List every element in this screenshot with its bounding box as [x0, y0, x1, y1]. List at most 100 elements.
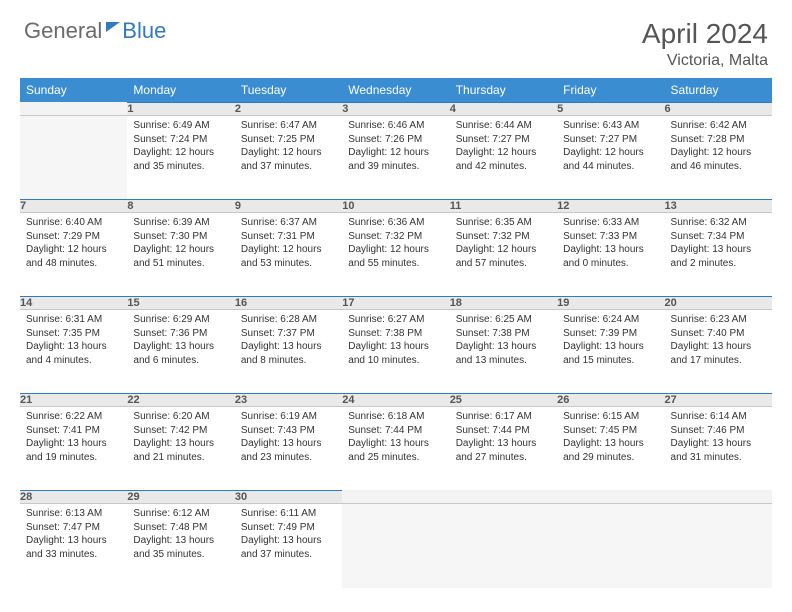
day-number: 20 [665, 297, 772, 310]
day-number: 11 [450, 200, 557, 213]
weekday-header: Thursday [450, 78, 557, 103]
day-number: 16 [235, 297, 342, 310]
day-number: 6 [665, 103, 772, 116]
logo-text-blue: Blue [122, 18, 166, 44]
day-cell: Sunrise: 6:46 AMSunset: 7:26 PMDaylight:… [342, 116, 449, 200]
day-details: Sunrise: 6:47 AMSunset: 7:25 PMDaylight:… [235, 116, 342, 179]
day-cell: Sunrise: 6:22 AMSunset: 7:41 PMDaylight:… [20, 407, 127, 491]
empty-daynum [557, 491, 664, 504]
day-details: Sunrise: 6:19 AMSunset: 7:43 PMDaylight:… [235, 407, 342, 470]
day-details: Sunrise: 6:11 AMSunset: 7:49 PMDaylight:… [235, 504, 342, 567]
day-number: 29 [127, 491, 234, 504]
day-cell: Sunrise: 6:39 AMSunset: 7:30 PMDaylight:… [127, 213, 234, 297]
day-cell: Sunrise: 6:11 AMSunset: 7:49 PMDaylight:… [235, 504, 342, 588]
day-number: 9 [235, 200, 342, 213]
daybody-row: Sunrise: 6:31 AMSunset: 7:35 PMDaylight:… [20, 310, 772, 394]
day-details: Sunrise: 6:31 AMSunset: 7:35 PMDaylight:… [20, 310, 127, 373]
day-number: 24 [342, 394, 449, 407]
day-details: Sunrise: 6:23 AMSunset: 7:40 PMDaylight:… [665, 310, 772, 373]
weekday-header: Saturday [665, 78, 772, 103]
page-title: April 2024 [642, 18, 768, 50]
daybody-row: Sunrise: 6:49 AMSunset: 7:24 PMDaylight:… [20, 116, 772, 200]
day-number: 19 [557, 297, 664, 310]
empty-cell [20, 116, 127, 200]
header: General Blue April 2024 Victoria, Malta [0, 0, 792, 78]
day-number: 21 [20, 394, 127, 407]
day-cell: Sunrise: 6:40 AMSunset: 7:29 PMDaylight:… [20, 213, 127, 297]
location-label: Victoria, Malta [642, 52, 768, 70]
day-cell: Sunrise: 6:44 AMSunset: 7:27 PMDaylight:… [450, 116, 557, 200]
day-cell: Sunrise: 6:42 AMSunset: 7:28 PMDaylight:… [665, 116, 772, 200]
day-cell: Sunrise: 6:14 AMSunset: 7:46 PMDaylight:… [665, 407, 772, 491]
day-number: 8 [127, 200, 234, 213]
day-details: Sunrise: 6:33 AMSunset: 7:33 PMDaylight:… [557, 213, 664, 276]
empty-cell [557, 504, 664, 588]
empty-daynum [342, 491, 449, 504]
day-number: 5 [557, 103, 664, 116]
day-details: Sunrise: 6:43 AMSunset: 7:27 PMDaylight:… [557, 116, 664, 179]
day-number: 3 [342, 103, 449, 116]
day-number: 1 [127, 103, 234, 116]
daybody-row: Sunrise: 6:13 AMSunset: 7:47 PMDaylight:… [20, 504, 772, 588]
logo-text-general: General [24, 18, 102, 44]
day-details: Sunrise: 6:18 AMSunset: 7:44 PMDaylight:… [342, 407, 449, 470]
day-details: Sunrise: 6:37 AMSunset: 7:31 PMDaylight:… [235, 213, 342, 276]
day-details: Sunrise: 6:27 AMSunset: 7:38 PMDaylight:… [342, 310, 449, 373]
day-cell: Sunrise: 6:28 AMSunset: 7:37 PMDaylight:… [235, 310, 342, 394]
day-details: Sunrise: 6:29 AMSunset: 7:36 PMDaylight:… [127, 310, 234, 373]
empty-cell [342, 504, 449, 588]
day-cell: Sunrise: 6:49 AMSunset: 7:24 PMDaylight:… [127, 116, 234, 200]
day-number: 15 [127, 297, 234, 310]
weekday-header: Tuesday [235, 78, 342, 103]
day-details: Sunrise: 6:46 AMSunset: 7:26 PMDaylight:… [342, 116, 449, 179]
day-number: 2 [235, 103, 342, 116]
day-number: 26 [557, 394, 664, 407]
daybody-row: Sunrise: 6:22 AMSunset: 7:41 PMDaylight:… [20, 407, 772, 491]
weekday-header: Wednesday [342, 78, 449, 103]
day-number: 22 [127, 394, 234, 407]
day-details: Sunrise: 6:35 AMSunset: 7:32 PMDaylight:… [450, 213, 557, 276]
day-number: 28 [20, 491, 127, 504]
empty-daynum [20, 103, 127, 116]
day-cell: Sunrise: 6:35 AMSunset: 7:32 PMDaylight:… [450, 213, 557, 297]
day-details: Sunrise: 6:39 AMSunset: 7:30 PMDaylight:… [127, 213, 234, 276]
day-cell: Sunrise: 6:37 AMSunset: 7:31 PMDaylight:… [235, 213, 342, 297]
day-cell: Sunrise: 6:20 AMSunset: 7:42 PMDaylight:… [127, 407, 234, 491]
day-cell: Sunrise: 6:29 AMSunset: 7:36 PMDaylight:… [127, 310, 234, 394]
day-cell: Sunrise: 6:24 AMSunset: 7:39 PMDaylight:… [557, 310, 664, 394]
day-cell: Sunrise: 6:23 AMSunset: 7:40 PMDaylight:… [665, 310, 772, 394]
day-cell: Sunrise: 6:27 AMSunset: 7:38 PMDaylight:… [342, 310, 449, 394]
day-number: 17 [342, 297, 449, 310]
logo-triangle-icon [106, 22, 120, 32]
day-details: Sunrise: 6:40 AMSunset: 7:29 PMDaylight:… [20, 213, 127, 276]
daynum-row: 282930 [20, 491, 772, 504]
day-number: 25 [450, 394, 557, 407]
day-number: 7 [20, 200, 127, 213]
day-details: Sunrise: 6:42 AMSunset: 7:28 PMDaylight:… [665, 116, 772, 179]
day-cell: Sunrise: 6:32 AMSunset: 7:34 PMDaylight:… [665, 213, 772, 297]
day-cell: Sunrise: 6:31 AMSunset: 7:35 PMDaylight:… [20, 310, 127, 394]
day-number: 23 [235, 394, 342, 407]
day-cell: Sunrise: 6:12 AMSunset: 7:48 PMDaylight:… [127, 504, 234, 588]
day-cell: Sunrise: 6:17 AMSunset: 7:44 PMDaylight:… [450, 407, 557, 491]
day-cell: Sunrise: 6:33 AMSunset: 7:33 PMDaylight:… [557, 213, 664, 297]
day-details: Sunrise: 6:49 AMSunset: 7:24 PMDaylight:… [127, 116, 234, 179]
empty-cell [450, 504, 557, 588]
daybody-row: Sunrise: 6:40 AMSunset: 7:29 PMDaylight:… [20, 213, 772, 297]
day-number: 14 [20, 297, 127, 310]
daynum-row: 123456 [20, 103, 772, 116]
day-number: 18 [450, 297, 557, 310]
day-cell: Sunrise: 6:13 AMSunset: 7:47 PMDaylight:… [20, 504, 127, 588]
day-details: Sunrise: 6:20 AMSunset: 7:42 PMDaylight:… [127, 407, 234, 470]
weekday-header: Friday [557, 78, 664, 103]
empty-daynum [665, 491, 772, 504]
calendar-table: SundayMondayTuesdayWednesdayThursdayFrid… [20, 78, 772, 588]
day-number: 13 [665, 200, 772, 213]
day-details: Sunrise: 6:32 AMSunset: 7:34 PMDaylight:… [665, 213, 772, 276]
day-details: Sunrise: 6:17 AMSunset: 7:44 PMDaylight:… [450, 407, 557, 470]
daynum-row: 14151617181920 [20, 297, 772, 310]
weekday-header: Monday [127, 78, 234, 103]
day-number: 10 [342, 200, 449, 213]
day-cell: Sunrise: 6:19 AMSunset: 7:43 PMDaylight:… [235, 407, 342, 491]
daynum-row: 78910111213 [20, 200, 772, 213]
